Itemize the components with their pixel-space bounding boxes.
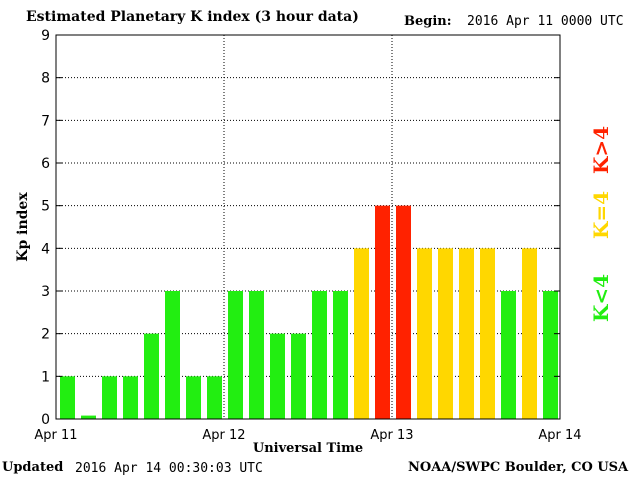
y-tick-label: 1 (41, 369, 50, 385)
begin-value: 2016 Apr 11 0000 UTC (467, 14, 624, 29)
legend-label: K=4 (589, 191, 613, 239)
kp-bar (186, 376, 201, 419)
kp-bar (270, 333, 285, 419)
kp-bar (480, 248, 495, 419)
kp-bar (291, 333, 306, 419)
chart-title: Estimated Planetary K index (3 hour data… (26, 9, 359, 25)
kp-bar (207, 376, 222, 419)
kp-bar (522, 248, 537, 419)
kp-bar (144, 333, 159, 419)
y-ticks: 0 1 2 3 4 5 6 7 8 9 (41, 28, 560, 428)
kp-bar (123, 376, 138, 419)
grid-lines (56, 35, 560, 419)
y-tick-label: 8 (41, 71, 50, 87)
x-tick-label: Apr 12 (202, 428, 245, 443)
kp-bar (102, 376, 117, 419)
legend-label: K<4 (589, 274, 613, 322)
kp-bar (375, 205, 390, 419)
kp-bar (81, 415, 96, 419)
y-tick-label: 5 (41, 199, 50, 215)
kp-bar (333, 291, 348, 419)
kp-bar (354, 248, 369, 419)
kp-bar (417, 248, 432, 419)
y-tick-label: 6 (41, 156, 50, 172)
y-tick-label: 3 (41, 284, 50, 300)
y-tick-label: 0 (41, 412, 50, 428)
begin-label: Begin: (404, 14, 452, 29)
kp-bar (228, 291, 243, 419)
x-ticks: Apr 11 Apr 12 Apr 13 Apr 14 (34, 428, 581, 443)
plot-frame (55, 34, 561, 420)
updated-value: 2016 Apr 14 00:30:03 UTC (75, 461, 263, 476)
kp-bar (60, 376, 75, 419)
legend-label: K>4 (589, 126, 613, 174)
x-tick-label: Apr 13 (370, 428, 413, 443)
legend: K<4 K=4 K>4 (589, 126, 613, 322)
kp-bar (459, 248, 474, 419)
organization: NOAA/SWPC Boulder, CO USA (408, 460, 629, 475)
y-tick-label: 7 (41, 113, 50, 129)
kp-bar (249, 291, 264, 419)
kp-bar (438, 248, 453, 419)
y-tick-label: 2 (41, 327, 50, 343)
kp-bar (543, 291, 558, 419)
kp-bar (396, 205, 411, 419)
x-tick-label: Apr 11 (34, 428, 77, 443)
x-axis-label: Universal Time (253, 441, 363, 456)
kp-bar (312, 291, 327, 419)
bars (60, 205, 558, 419)
x-tick-label: Apr 14 (538, 428, 581, 443)
kp-bar (165, 291, 180, 419)
y-tick-label: 9 (41, 28, 50, 44)
y-axis-label: Kp index (15, 192, 31, 262)
y-tick-label: 4 (41, 241, 50, 257)
kp-bar (501, 291, 516, 419)
updated-label: Updated (2, 460, 64, 475)
